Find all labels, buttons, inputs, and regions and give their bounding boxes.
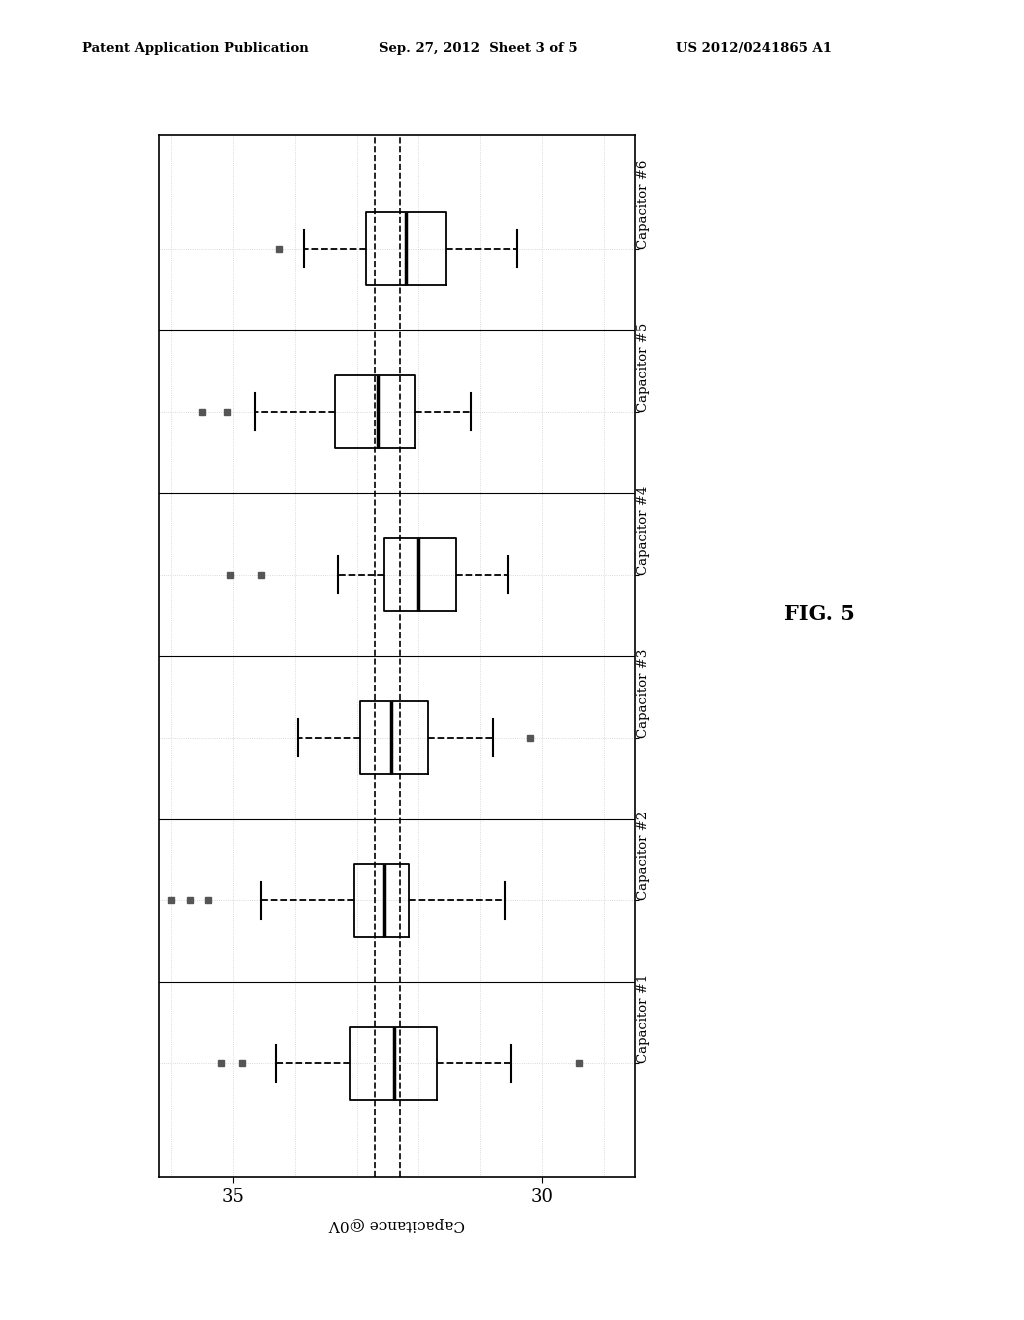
Text: US 2012/0241865 A1: US 2012/0241865 A1 [676,42,831,55]
Text: Patent Application Publication: Patent Application Publication [82,42,308,55]
X-axis label: Capacitance @0V: Capacitance @0V [329,1217,465,1232]
Text: Sep. 27, 2012  Sheet 3 of 5: Sep. 27, 2012 Sheet 3 of 5 [379,42,578,55]
Text: FIG. 5: FIG. 5 [783,603,855,624]
